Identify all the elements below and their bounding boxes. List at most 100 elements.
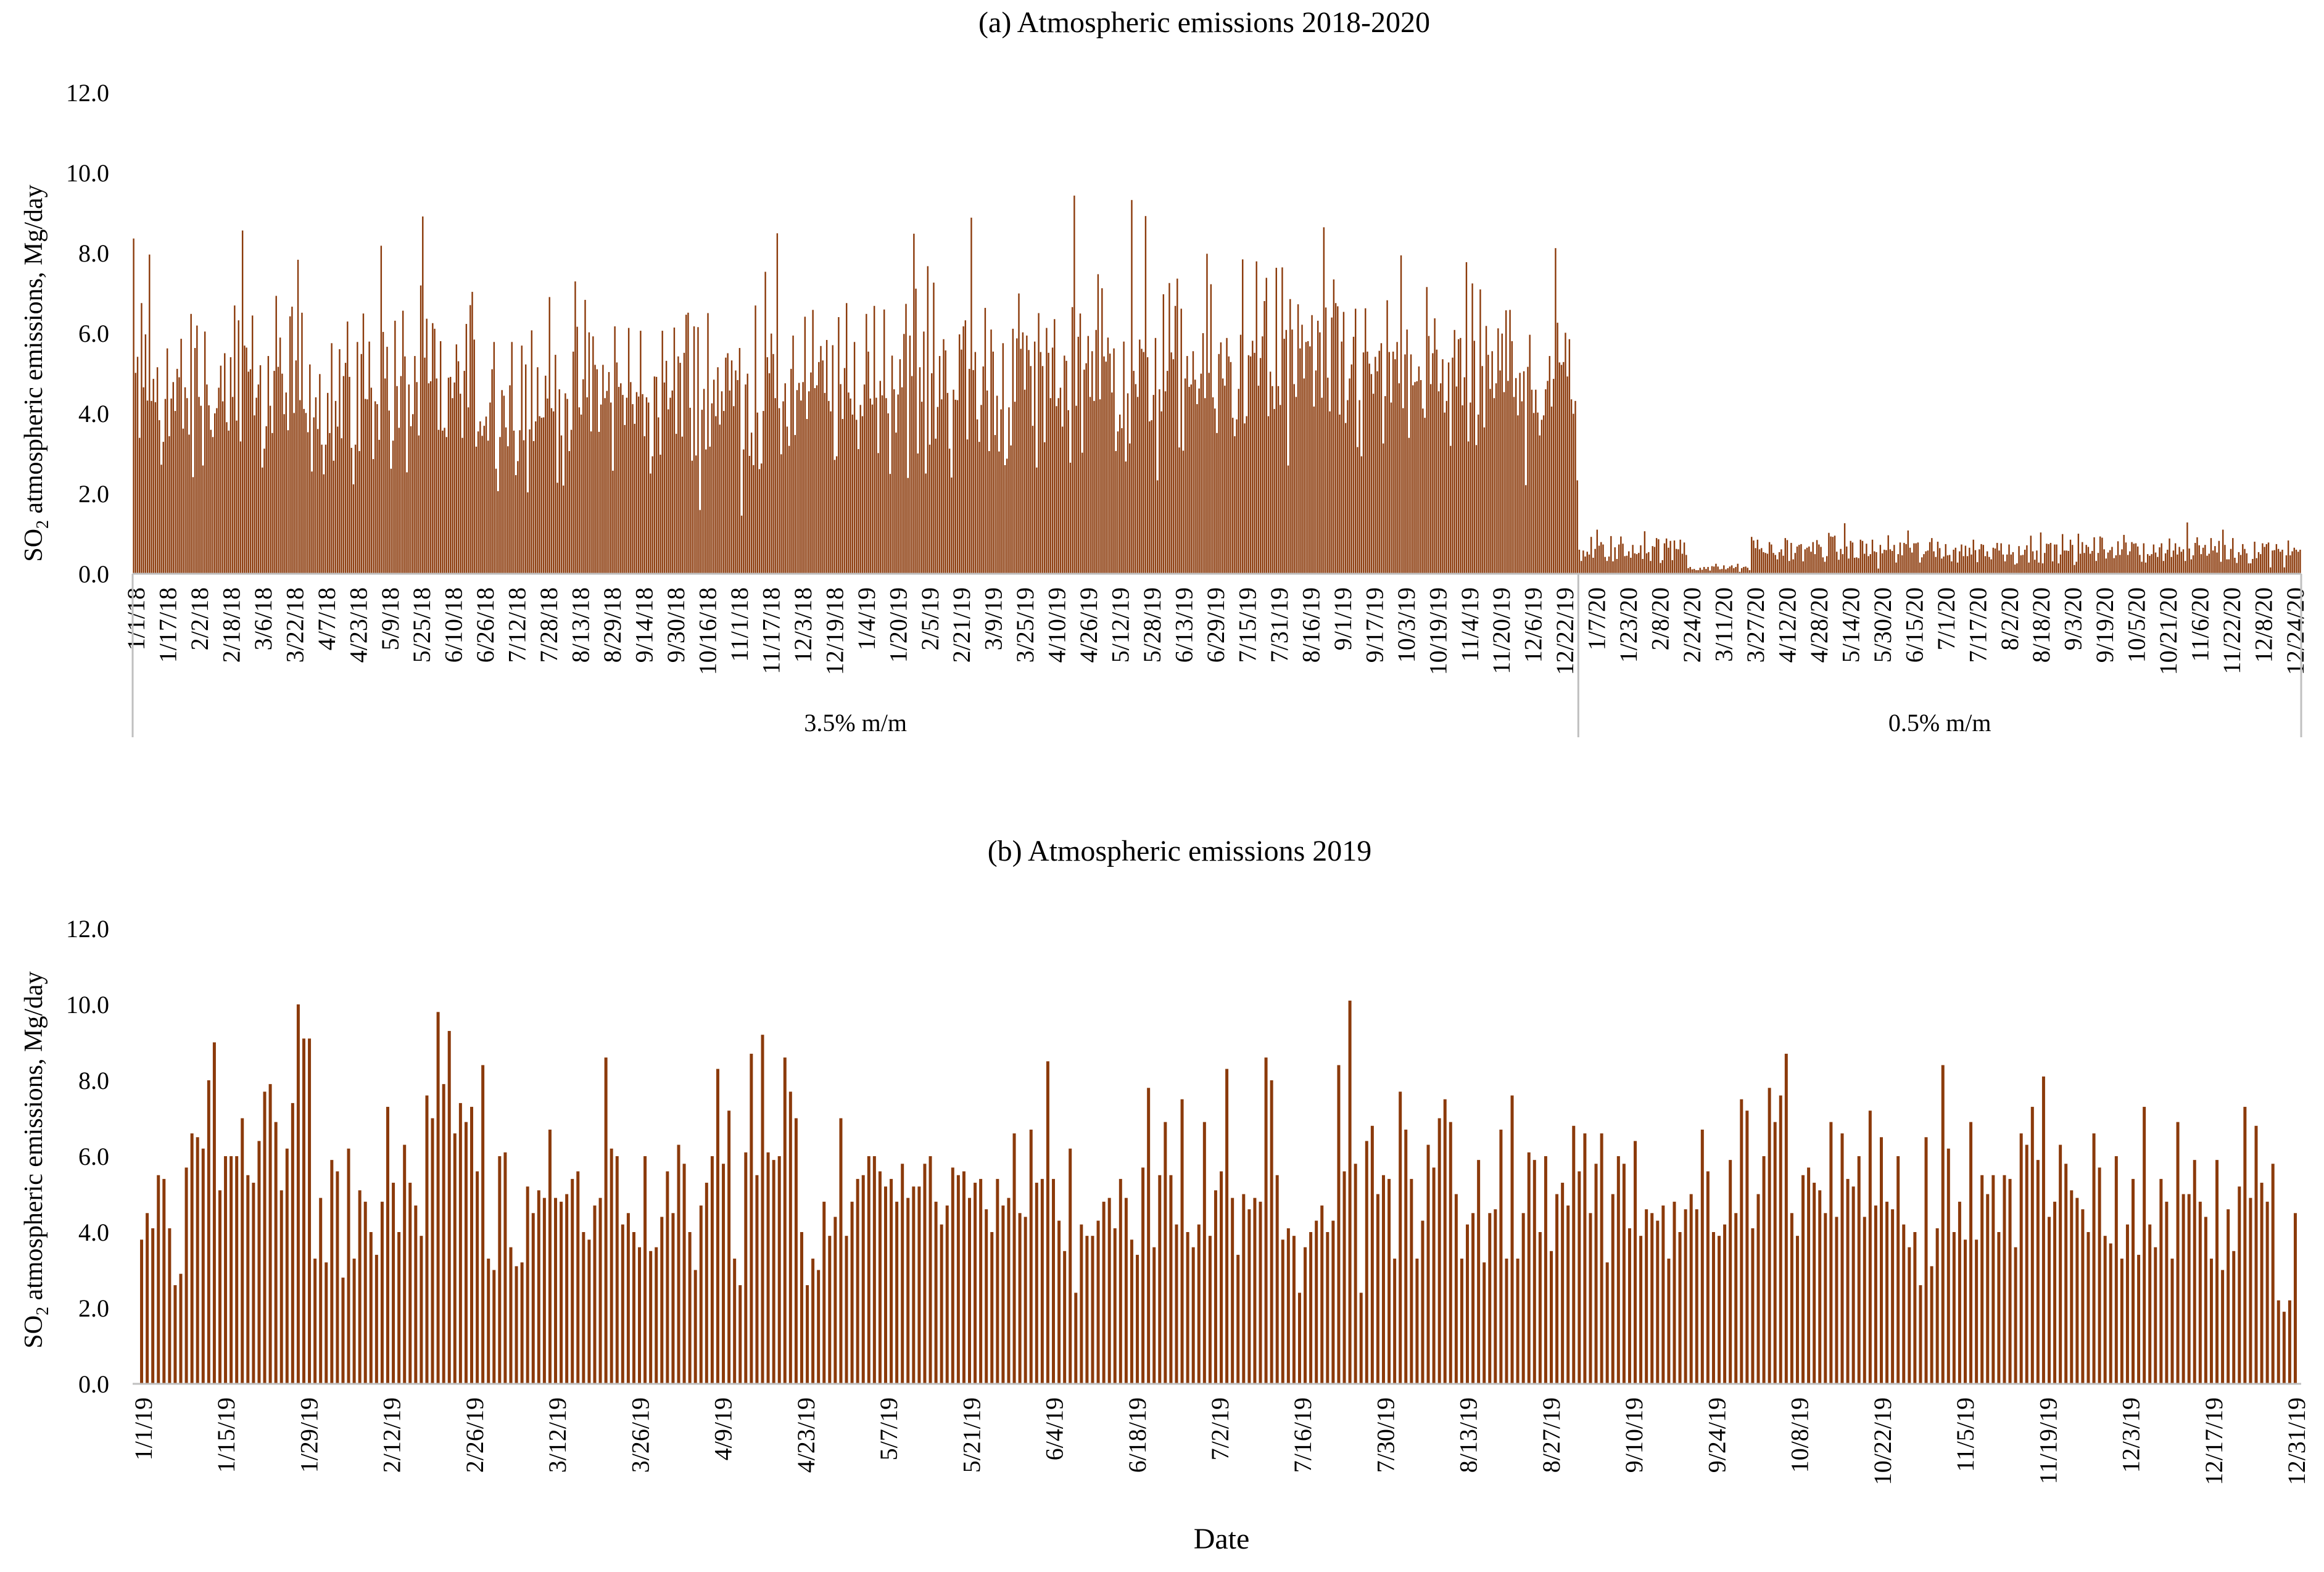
- chart-a-bar: [398, 428, 400, 574]
- chart-a-bar: [531, 330, 533, 574]
- chart-a-bar: [1056, 406, 1057, 574]
- chart-a-bar: [1598, 545, 1600, 574]
- chart-a-bar: [1802, 561, 1804, 574]
- chart-a-bar: [362, 313, 365, 574]
- chart-a-bar: [1796, 546, 1798, 574]
- chart-a-bar: [285, 392, 287, 574]
- chart-a-bar: [635, 392, 638, 574]
- chart-b-bar: [2053, 1201, 2057, 1384]
- chart-a-bar: [907, 478, 909, 574]
- chart-a-bar: [263, 449, 265, 574]
- chart-a-bar: [2056, 544, 2057, 574]
- chart-b-bar: [308, 1038, 312, 1384]
- chart-a-bar: [354, 444, 357, 574]
- chart-a-bar: [517, 461, 519, 574]
- chart-a-bar: [1542, 415, 1545, 574]
- chart-a-bar: [1899, 542, 1901, 574]
- chart-b-x-tick-label: 1/1/19: [130, 1397, 157, 1460]
- chart-b-bar: [693, 1270, 697, 1384]
- chart-a-x-tick-label: 2/21/19: [948, 587, 975, 663]
- chart-b-bar: [722, 1164, 726, 1384]
- chart-b-bar: [1857, 1156, 1861, 1384]
- chart-a-bar: [1394, 359, 1396, 574]
- chart-a-x-tick-label: 10/16/18: [694, 587, 722, 675]
- chart-a-bar: [460, 394, 461, 574]
- chart-a-bar: [1352, 336, 1355, 574]
- chart-a-y-tick-label: 8.0: [78, 239, 109, 267]
- chart-b-bar: [1706, 1171, 1710, 1384]
- chart-b-bar: [1919, 1285, 1922, 1384]
- chart-b-bar: [1253, 1198, 1257, 1384]
- chart-b-bar: [358, 1190, 362, 1384]
- chart-a-bar: [1342, 312, 1345, 574]
- chart-a-bar: [2169, 538, 2170, 574]
- chart-a-bar: [1033, 341, 1036, 574]
- chart-a-bar: [1493, 398, 1495, 574]
- chart-a-bar: [1820, 547, 1822, 574]
- chart-a-bar: [221, 401, 224, 574]
- chart-a-bar: [442, 430, 444, 574]
- chart-a-bar: [1101, 288, 1103, 574]
- chart-a-bar: [1367, 351, 1368, 574]
- chart-a-bar: [1907, 530, 1909, 574]
- chart-a-bar: [1798, 545, 1800, 574]
- chart-b-bar: [285, 1148, 289, 1384]
- chart-a-bar: [2038, 562, 2040, 574]
- chart-a-bar: [1747, 568, 1748, 574]
- chart-a-bar: [562, 486, 564, 574]
- chart-a-bar: [382, 332, 384, 574]
- chart-a-bar: [824, 392, 826, 574]
- chart-a-bar: [349, 376, 350, 574]
- chart-a-bar: [1990, 559, 1992, 574]
- chart-a-bar: [1226, 337, 1228, 574]
- chart-a-bar: [1295, 397, 1297, 574]
- chart-a-bar: [1186, 356, 1188, 574]
- chart-a-bar: [1884, 550, 1885, 574]
- chart-a-bar: [231, 397, 234, 574]
- chart-a-bar: [2004, 561, 2006, 574]
- chart-a-x-tick-label: 4/12/20: [1774, 587, 1801, 663]
- chart-b-bar: [1270, 1080, 1273, 1384]
- chart-a-bar: [1109, 354, 1111, 574]
- chart-a-bar: [316, 429, 319, 574]
- chart-b-bar: [1180, 1099, 1184, 1384]
- chart-a-bar: [683, 352, 685, 574]
- chart-a-bar: [681, 436, 683, 574]
- chart-b-bar: [1136, 1254, 1139, 1384]
- chart-a-bar: [1283, 339, 1285, 574]
- chart-b-bar: [2086, 1232, 2090, 1384]
- chart-a-bar: [372, 459, 374, 574]
- chart-a-bar: [1751, 537, 1753, 574]
- chart-a-bar: [2186, 522, 2188, 574]
- chart-a-bar: [1964, 545, 1967, 574]
- chart-a-y-axis-label: SO2 atmospheric emissions, Mg/day: [20, 184, 52, 561]
- chart-a-bar: [877, 453, 879, 574]
- chart-b-bar: [1085, 1236, 1089, 1384]
- chart-a-bar: [487, 441, 489, 574]
- chart-a-bar: [453, 382, 455, 574]
- chart-b-bar: [845, 1236, 848, 1384]
- chart-b-bar: [750, 1053, 753, 1384]
- chart-a-bar: [705, 449, 707, 574]
- chart-a-bar: [2020, 555, 2022, 574]
- chart-a-bar: [740, 515, 743, 574]
- chart-a-bar: [1925, 551, 1927, 574]
- chart-b-bar: [2098, 1167, 2101, 1384]
- chart-a-bar: [1642, 558, 1644, 574]
- chart-b-bar: [610, 1148, 613, 1384]
- chart-a-bar: [1648, 552, 1650, 574]
- chart-a-x-tick-label: 4/7/18: [313, 587, 341, 650]
- chart-a-x-tick-label: 11/17/18: [757, 587, 785, 674]
- chart-b-bar: [2271, 1164, 2275, 1384]
- chart-b-bar: [2114, 1156, 2118, 1384]
- chart-b-x-tick-label: 2/12/19: [378, 1397, 406, 1473]
- chart-b-bar: [1689, 1194, 1693, 1384]
- chart-a-bar: [1713, 566, 1715, 574]
- chart-a-bar: [1170, 352, 1172, 574]
- chart-a-bar: [1048, 352, 1049, 574]
- chart-b-bar: [184, 1167, 188, 1384]
- chart-a-bar: [1107, 337, 1109, 574]
- chart-a-bar: [275, 296, 277, 574]
- chart-a-bar: [727, 353, 729, 574]
- chart-b-bar: [1354, 1164, 1357, 1384]
